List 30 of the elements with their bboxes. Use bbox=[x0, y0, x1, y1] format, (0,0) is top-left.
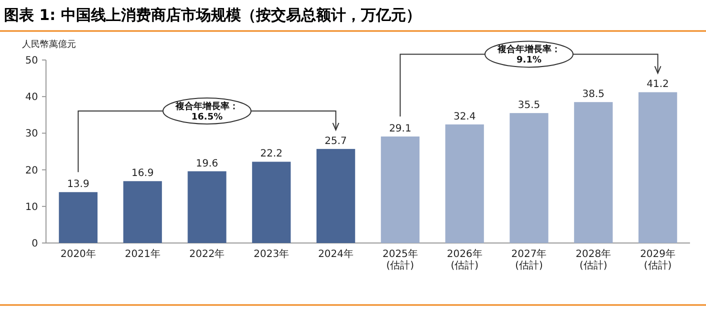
x-tick-label: 2025年 (估計) bbox=[382, 248, 418, 272]
x-tick-label: 2020年 bbox=[60, 248, 96, 260]
x-tick-label: 2027年 (估計) bbox=[511, 248, 547, 272]
data-label: 22.2 bbox=[260, 148, 283, 160]
data-label: 25.7 bbox=[324, 136, 347, 147]
y-tick-label: 0 bbox=[32, 238, 38, 250]
y-tick-label: 40 bbox=[25, 92, 38, 104]
data-label: 29.1 bbox=[389, 123, 412, 134]
y-tick-label: 10 bbox=[25, 202, 38, 213]
annotation: 複合年增長率： 9.1% bbox=[496, 44, 560, 66]
annotation: 複合年增長率： 16.5% bbox=[174, 100, 238, 122]
data-label: 19.6 bbox=[196, 158, 218, 170]
x-tick-label: 2023年 bbox=[254, 248, 290, 260]
x-tick-label: 2029年 (估計) bbox=[640, 248, 676, 272]
data-label: 35.5 bbox=[518, 100, 540, 112]
data-label: 13.9 bbox=[67, 179, 90, 190]
data-label: 32.4 bbox=[453, 111, 476, 122]
y-tick-label: 30 bbox=[25, 128, 38, 140]
x-tick-label: 2026年 (估計) bbox=[446, 248, 482, 272]
x-tick-label: 2021年 bbox=[124, 248, 160, 260]
data-label: 16.9 bbox=[131, 168, 154, 180]
y-tick-label: 50 bbox=[25, 56, 38, 66]
y-axis-title: 人民幣萬億元 bbox=[22, 39, 76, 50]
chart-title: 图表 1: 中国线上消费商店市场规模（按交易总额计，万亿元） bbox=[4, 6, 421, 24]
x-tick-label: 2028年 (估計) bbox=[576, 248, 612, 272]
y-tick-label: 20 bbox=[25, 165, 38, 176]
data-label: 41.2 bbox=[646, 79, 669, 90]
data-label: 38.5 bbox=[582, 89, 605, 100]
x-tick-label: 2022年 bbox=[189, 248, 225, 260]
x-tick-label: 2024年 bbox=[318, 248, 354, 260]
